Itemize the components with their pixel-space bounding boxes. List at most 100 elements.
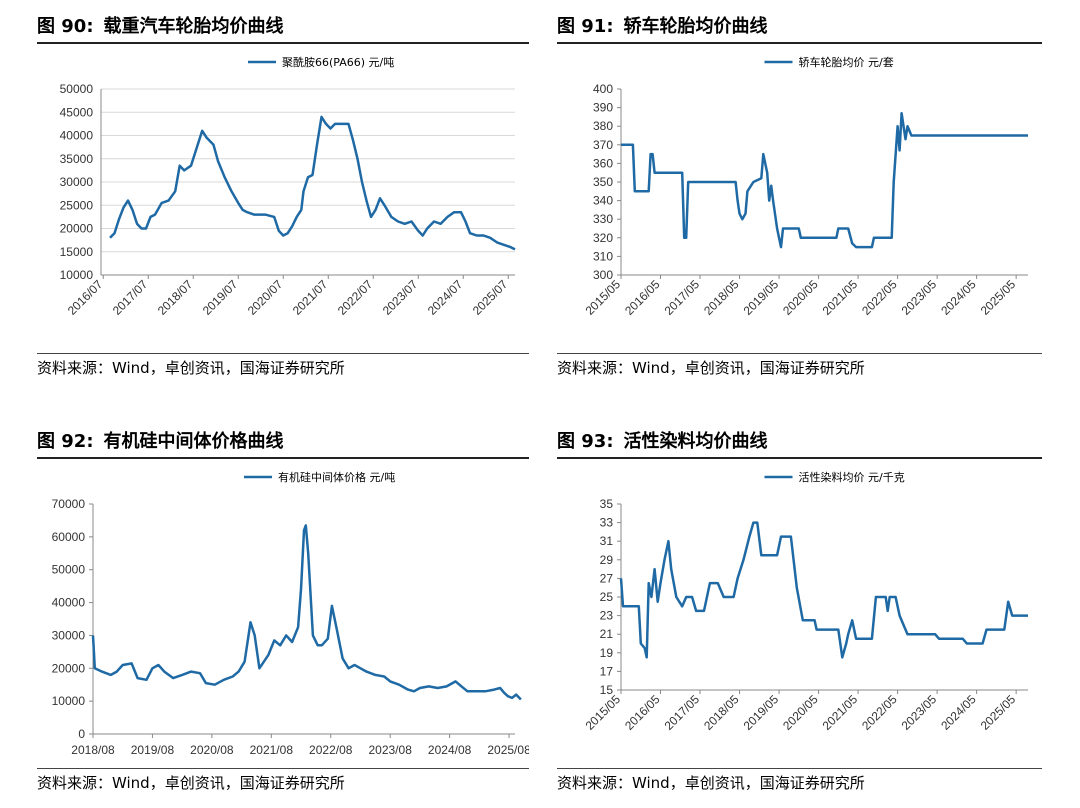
y-tick-label: 17	[600, 664, 614, 678]
x-tick-label: 2024/05	[938, 277, 979, 318]
x-tick-label: 2022/08	[309, 743, 353, 757]
legend-label: 轿车轮胎均价 元/套	[799, 55, 894, 69]
legend-label: 活性染料均价 元/千克	[799, 470, 905, 484]
line-chart: 活性染料均价 元/千克 15 17 19 21 23 25 27 29 31 33 35 2015/05…	[557, 459, 1042, 768]
chart-svg: 轿车轮胎均价 元/套 300 310 320 330 340 350 360 370 380 390…	[583, 55, 1028, 318]
x-tick-label: 2017/07	[110, 277, 151, 318]
y-tick-label: 15	[600, 683, 614, 697]
y-tick-label: 330	[593, 212, 613, 226]
figure-caption: 活性染料均价曲线	[623, 431, 768, 452]
x-tick-label: 2023/08	[368, 743, 412, 757]
x-tick-label: 2019/08	[131, 743, 175, 757]
legend-label: 聚酰胺66(PA66) 元/吨	[282, 55, 394, 69]
x-tick-label: 2022/07	[335, 277, 376, 318]
x-tick-label: 2016/05	[622, 277, 663, 318]
y-tick-label: 0	[78, 727, 85, 741]
y-tick-label: 25000	[60, 198, 94, 212]
y-tick-label: 50000	[60, 82, 94, 96]
source-note: 资料来源：Wind，卓创资讯，国海证券研究所	[557, 768, 1042, 800]
x-tick-label: 2021/05	[820, 692, 861, 733]
figure-number: 图 93:	[557, 431, 614, 452]
x-tick-label: 2019/07	[200, 277, 241, 318]
y-tick-label: 25	[600, 590, 614, 604]
source-note: 资料来源：Wind，卓创资讯，国海证券研究所	[37, 768, 529, 800]
line-chart: 轿车轮胎均价 元/套 300 310 320 330 340 350 360 370 380 390…	[557, 44, 1042, 353]
x-tick-label: 2023/07	[380, 277, 421, 318]
x-tick-label: 2020/05	[780, 277, 821, 318]
x-tick-label: 2018/05	[701, 277, 742, 318]
y-tick-label: 33	[600, 516, 614, 530]
y-tick-label: 20000	[52, 661, 86, 675]
x-tick-label: 2019/05	[741, 277, 782, 318]
x-tick-label: 2024/08	[428, 743, 472, 757]
x-tick-label: 2021/07	[290, 277, 331, 318]
x-tick-label: 2020/08	[190, 743, 234, 757]
line-chart: 聚酰胺66(PA66) 元/吨 10000 15000 20000 25000 30000…	[37, 44, 529, 353]
y-tick-label: 60000	[52, 530, 86, 544]
figure-caption: 载重汽车轮胎均价曲线	[103, 16, 284, 37]
y-tick-label: 50000	[52, 563, 86, 577]
y-tick-label: 360	[593, 156, 613, 170]
source-note: 资料来源：Wind，卓创资讯，国海证券研究所	[557, 353, 1042, 385]
x-tick-label: 2017/05	[662, 277, 703, 318]
x-tick-label: 2024/05	[938, 692, 979, 733]
legend: 活性染料均价 元/千克	[764, 470, 905, 484]
x-tick-label: 2023/05	[899, 277, 940, 318]
x-tick-label: 2025/05	[978, 277, 1019, 318]
x-tick-label: 2021/08	[250, 743, 294, 757]
figure-caption: 轿车轮胎均价曲线	[623, 16, 768, 37]
source-note: 资料来源：Wind，卓创资讯，国海证券研究所	[37, 353, 529, 385]
y-tick-label: 70000	[52, 497, 86, 511]
legend: 轿车轮胎均价 元/套	[764, 55, 894, 69]
x-tick-label: 2015/05	[583, 692, 624, 733]
legend: 聚酰胺66(PA66) 元/吨	[248, 55, 394, 69]
line-chart: 有机硅中间体价格 元/吨 0 10000 20000 30000 40000 50000 60…	[37, 459, 529, 768]
x-tick-label: 2015/05	[583, 277, 624, 318]
y-tick-label: 23	[600, 609, 614, 623]
x-tick-label: 2018/08	[71, 743, 115, 757]
chart-svg: 有机硅中间体价格 元/吨 0 10000 20000 30000 40000 50000 60…	[52, 470, 529, 757]
series-line	[619, 521, 1028, 659]
y-tick-label: 30000	[52, 628, 86, 642]
y-tick-label: 35000	[60, 152, 94, 166]
figure-caption: 有机硅中间体价格曲线	[103, 431, 284, 452]
x-tick-label: 2016/05	[622, 692, 663, 733]
y-tick-label: 400	[593, 82, 613, 96]
x-tick-label: 2022/05	[859, 277, 900, 318]
figure-title: 图 92: 有机硅中间体价格曲线	[37, 427, 529, 459]
y-tick-label: 21	[600, 627, 614, 641]
x-tick-label: 2018/05	[701, 692, 742, 733]
figure-number: 图 92:	[37, 431, 94, 452]
series-line	[621, 111, 1028, 249]
chart-svg: 活性染料均价 元/千克 15 17 19 21 23 25 27 29 31 33 35 2015/05…	[583, 470, 1028, 733]
x-tick-label: 2016/07	[65, 277, 106, 318]
x-tick-label: 2019/05	[741, 692, 782, 733]
y-tick-label: 20000	[60, 222, 94, 236]
y-tick-label: 31	[600, 534, 614, 548]
legend: 有机硅中间体价格 元/吨	[244, 470, 395, 484]
chart-svg: 聚酰胺66(PA66) 元/吨 10000 15000 20000 25000 30000…	[60, 55, 516, 318]
figure-number: 图 90:	[37, 16, 94, 37]
figure-number: 图 91:	[557, 16, 614, 37]
y-tick-label: 10000	[52, 694, 86, 708]
y-tick-label: 300	[593, 268, 613, 282]
figure-title: 图 90: 载重汽车轮胎均价曲线	[37, 12, 529, 44]
chart-panel-silicone: 图 92: 有机硅中间体价格曲线 有机硅中间体价格 元/吨 0 10000 20000 3…	[37, 427, 529, 800]
y-tick-label: 380	[593, 119, 613, 133]
y-tick-label: 35	[600, 497, 614, 511]
x-tick-label: 2025/08	[487, 743, 529, 757]
series-line	[91, 524, 522, 701]
y-tick-label: 45000	[60, 105, 94, 119]
y-tick-label: 310	[593, 249, 613, 263]
chart-panel-reactive-dye: 图 93: 活性染料均价曲线 活性染料均价 元/千克 15 17 19 21 23 25 27 2…	[557, 427, 1042, 800]
y-tick-label: 30000	[60, 175, 94, 189]
y-tick-label: 19	[600, 646, 614, 660]
figure-title: 图 93: 活性染料均价曲线	[557, 427, 1042, 459]
chart-panel-car-tire: 图 91: 轿车轮胎均价曲线 轿车轮胎均价 元/套 300 310 320 330 340 3…	[557, 12, 1042, 385]
x-tick-label: 2020/05	[780, 692, 821, 733]
chart-panel-pa66: 图 90: 载重汽车轮胎均价曲线 聚酰胺66(PA66) 元/吨 10000 1500…	[37, 12, 529, 385]
x-tick-label: 2023/05	[899, 692, 940, 733]
x-tick-label: 2025/05	[978, 692, 1019, 733]
x-tick-label: 2020/07	[245, 277, 286, 318]
x-tick-label: 2022/05	[859, 692, 900, 733]
